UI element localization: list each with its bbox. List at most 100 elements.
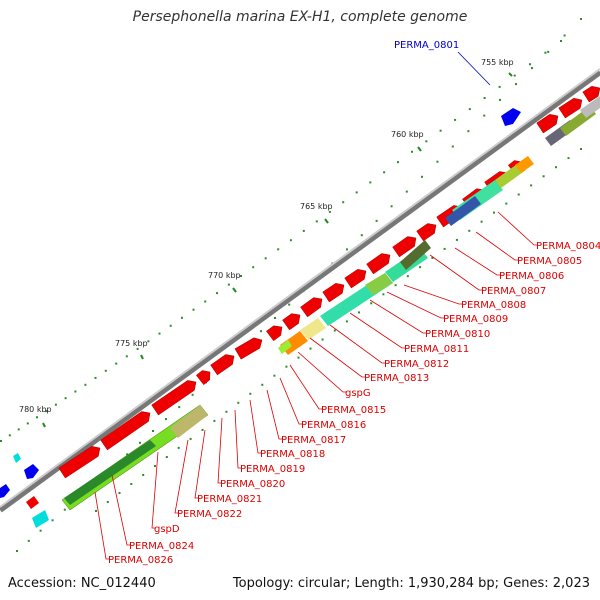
ring-dot bbox=[63, 508, 66, 511]
ring-dot bbox=[139, 441, 141, 444]
ring-dot bbox=[309, 347, 312, 350]
ring-dot bbox=[213, 419, 216, 422]
ring-dot bbox=[288, 303, 291, 306]
gene-label: gspD bbox=[154, 524, 180, 535]
inner-dotted-ring bbox=[0, 40, 582, 512]
gene-arrow bbox=[366, 253, 391, 275]
leader-line bbox=[349, 312, 406, 349]
ring-dot bbox=[370, 302, 373, 305]
ring-dot bbox=[118, 492, 121, 494]
gene-label: PERMA_0819 bbox=[240, 464, 305, 475]
ring-dot bbox=[274, 317, 276, 319]
ring-dot bbox=[468, 229, 471, 232]
ring-dot bbox=[8, 434, 11, 437]
gene-arrow bbox=[344, 269, 367, 289]
ring-dot bbox=[115, 362, 118, 365]
tick-label: 765 kbp bbox=[300, 202, 333, 211]
ring-dot bbox=[517, 193, 520, 196]
leader-line bbox=[194, 429, 206, 499]
gene-label: PERMA_0820 bbox=[220, 479, 285, 490]
ring-dot bbox=[480, 220, 483, 223]
gene-label: PERMA_0808 bbox=[461, 300, 526, 311]
ring-dot bbox=[204, 300, 207, 303]
leader-line bbox=[386, 291, 445, 319]
ring-dot bbox=[216, 292, 218, 295]
ring-dot bbox=[178, 406, 181, 409]
ring-dot bbox=[227, 283, 230, 286]
gene-label: PERMA_0810 bbox=[425, 329, 490, 340]
reverse-genes bbox=[0, 108, 521, 528]
gene-label: PERMA_0816 bbox=[301, 420, 366, 431]
gene-labels: PERMA_0804 PERMA_0805 PERMA_0806 PERMA_0807… bbox=[108, 40, 600, 566]
ring-dot bbox=[289, 239, 292, 242]
genome-summary: Topology: circular; Length: 1,930,284 bp… bbox=[232, 576, 590, 591]
gene-arrow bbox=[416, 223, 437, 242]
ring-dot bbox=[27, 539, 30, 542]
ring-dot bbox=[505, 202, 508, 205]
feature-strips bbox=[61, 96, 600, 511]
ring-dot bbox=[39, 529, 42, 532]
gene-label: PERMA_0822 bbox=[177, 509, 242, 520]
gene-label: PERMA_0815 bbox=[321, 405, 386, 416]
gene-label: gspG bbox=[345, 388, 371, 399]
gene-label: PERMA_0824 bbox=[129, 541, 194, 552]
ring-dot bbox=[16, 550, 18, 552]
ring-dot bbox=[237, 401, 240, 404]
ring-dot bbox=[142, 474, 145, 476]
accession-text: Accession: NC_012440 bbox=[8, 576, 156, 591]
map-title: Persephonella marina EX-H1, complete gen… bbox=[132, 9, 468, 25]
gene-arrow bbox=[100, 411, 151, 451]
ring-dot bbox=[181, 316, 183, 319]
ring-dot bbox=[152, 430, 154, 432]
ring-dot bbox=[136, 347, 139, 350]
ring-dot bbox=[346, 248, 348, 251]
leader-line bbox=[249, 399, 262, 454]
ring-dot bbox=[106, 501, 109, 503]
gene-label: PERMA_0813 bbox=[364, 373, 429, 384]
ring-dot bbox=[493, 211, 495, 214]
ring-dot bbox=[383, 171, 386, 174]
ring-dot bbox=[397, 161, 399, 164]
ring-dot bbox=[177, 446, 180, 449]
ring-dot bbox=[542, 175, 545, 178]
ring-dot bbox=[17, 428, 20, 431]
ring-dot bbox=[439, 129, 442, 132]
ring-dot bbox=[192, 308, 195, 311]
gene-arrow bbox=[195, 370, 211, 386]
ring-dot bbox=[443, 247, 446, 250]
ring-dot bbox=[273, 374, 276, 377]
ring-dot bbox=[260, 330, 262, 333]
ring-dot bbox=[297, 356, 300, 359]
leader-line bbox=[403, 284, 463, 305]
ring-dot bbox=[468, 108, 471, 111]
ring-dot bbox=[580, 148, 582, 150]
gene-arrow bbox=[582, 85, 600, 103]
tick-marks bbox=[42, 72, 513, 428]
tick-label: 775 kbp bbox=[115, 339, 148, 348]
ring-dot bbox=[104, 369, 107, 372]
gene-arrow bbox=[300, 297, 323, 318]
ring-dot bbox=[154, 465, 156, 467]
gene-label: PERMA_0801 bbox=[394, 40, 459, 51]
gene-arrow bbox=[558, 97, 583, 119]
ring-dot bbox=[406, 275, 409, 278]
ring-dot bbox=[529, 63, 531, 66]
ring-dot bbox=[358, 311, 360, 314]
gene-arrow bbox=[234, 337, 263, 360]
gene-arrow bbox=[58, 446, 101, 479]
ring-dot bbox=[201, 428, 204, 431]
tick-label: 760 kbp bbox=[391, 130, 424, 139]
ring-dot bbox=[51, 519, 54, 522]
tick-label: 780 kbp bbox=[19, 405, 52, 414]
gene-label: PERMA_0806 bbox=[499, 271, 564, 282]
ring-dot bbox=[277, 248, 280, 251]
gene-label: PERMA_0807 bbox=[481, 286, 546, 297]
leader-line bbox=[289, 364, 323, 410]
ring-dot bbox=[147, 340, 150, 343]
ring-dot bbox=[580, 18, 582, 20]
ring-dot bbox=[95, 510, 97, 512]
ring-dot bbox=[285, 365, 288, 368]
ring-dot bbox=[421, 175, 423, 178]
gene-arrow bbox=[210, 354, 235, 376]
